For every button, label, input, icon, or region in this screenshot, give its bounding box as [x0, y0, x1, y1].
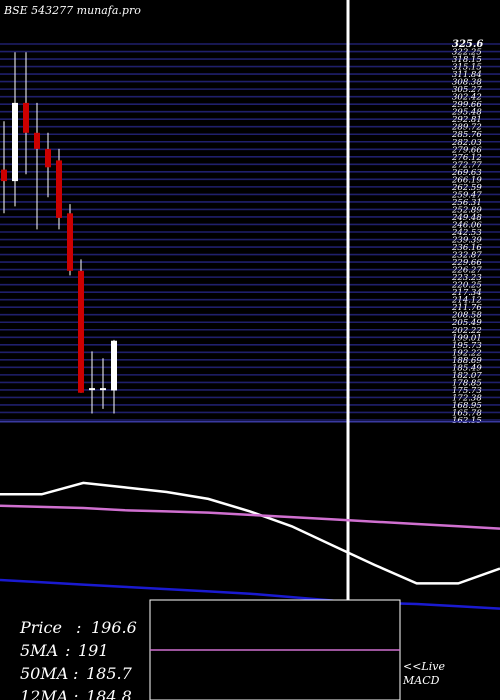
price-bottom-border — [0, 421, 500, 423]
y-tick-label: 172.38 — [452, 393, 482, 403]
y-tick-label: 259.47 — [451, 190, 482, 200]
candle-body — [34, 132, 40, 149]
y-tick-label: 195.73 — [452, 341, 482, 351]
price-axis-ticks: 325.6322.25318.15315.15311.84308.38305.2… — [451, 39, 483, 426]
candle-body — [89, 388, 95, 391]
ma5-value: 191 — [78, 641, 109, 660]
y-tick-label: 178.85 — [452, 378, 482, 388]
y-tick-label: 322.25 — [452, 48, 482, 58]
y-tick-label: 208.58 — [451, 311, 482, 321]
ma50-value: 185.7 — [86, 664, 133, 683]
y-tick-label: 246.06 — [451, 220, 482, 230]
ma12-value: 184.8 — [86, 687, 132, 700]
y-tick-label: 214.12 — [451, 296, 482, 306]
y-tick-label: 299.66 — [451, 100, 482, 110]
y-tick-label: 256.31 — [451, 198, 482, 208]
y-tick-label: 202.22 — [451, 326, 482, 336]
y-tick-label: 226.27 — [451, 266, 482, 276]
y-tick-label: 302.42 — [452, 93, 482, 103]
y-tick-label: 308.38 — [452, 78, 482, 88]
y-tick-label: 269.63 — [451, 168, 482, 178]
ma12-colon: : — [73, 687, 78, 700]
moving-average-lines — [0, 481, 500, 610]
candle-body — [56, 160, 62, 218]
y-tick-label: 325.6 — [452, 39, 483, 50]
y-tick-label: 282.03 — [451, 138, 482, 148]
ma-line — [0, 578, 500, 610]
vertical-marker-line — [346, 0, 350, 650]
ma5-label: 5MA — [20, 641, 58, 660]
ma5-colon: : — [65, 641, 70, 660]
candle-body — [1, 169, 7, 182]
ma-line — [0, 504, 500, 530]
y-tick-label: 289.72 — [451, 123, 482, 133]
y-tick-label: 199.01 — [452, 333, 482, 343]
y-tick-label: 249.48 — [451, 213, 482, 223]
y-tick-label: 223.23 — [451, 273, 482, 283]
y-tick-label: 188.69 — [452, 356, 482, 366]
ma50-colon: : — [73, 664, 78, 683]
y-tick-label: 236.16 — [451, 243, 482, 253]
info-panel: Price : 196.6 5MA : 191 50MA : 185.7 12M… — [19, 618, 137, 700]
y-tick-label: 311.84 — [452, 70, 482, 80]
y-tick-label: 192.22 — [452, 348, 482, 358]
ma12-label: 12MA — [20, 687, 68, 700]
y-tick-label: 242.53 — [451, 228, 482, 238]
y-tick-label: 279.66 — [451, 145, 482, 155]
y-tick-label: 315.15 — [452, 63, 482, 73]
candle-body — [45, 148, 51, 168]
candle-body — [12, 102, 18, 182]
chart-title: BSE 543277 munafa.pro — [3, 4, 141, 17]
y-tick-label: 272.77 — [451, 160, 482, 170]
y-tick-label: 211.76 — [451, 303, 482, 313]
y-tick-label: 205.49 — [451, 318, 482, 328]
y-tick-label: 220.25 — [451, 281, 482, 291]
y-tick-label: 168.95 — [452, 401, 482, 411]
macd-label: MACD — [402, 674, 440, 687]
macd-live-label: <<Live — [403, 660, 445, 673]
y-tick-label: 295.48 — [451, 108, 482, 118]
y-tick-label: 185.49 — [452, 363, 482, 373]
y-tick-label: 252.89 — [451, 205, 482, 215]
candlestick-series — [1, 52, 117, 414]
ma-line — [0, 481, 500, 585]
y-tick-label: 262.59 — [451, 183, 482, 193]
ma50-label: 50MA — [20, 664, 68, 683]
y-tick-label: 305.27 — [452, 85, 482, 95]
candle-body — [111, 340, 117, 391]
y-tick-label: 318.15 — [452, 55, 482, 65]
y-tick-label: 276.12 — [451, 153, 482, 163]
y-tick-label: 175.73 — [452, 386, 482, 396]
candle-body — [100, 388, 106, 391]
price-label: Price — [19, 618, 62, 637]
y-tick-label: 217.34 — [451, 288, 482, 298]
candle-body — [78, 270, 84, 393]
price-grid — [0, 43, 500, 421]
price-colon: : — [76, 618, 81, 637]
y-tick-label: 285.76 — [451, 130, 482, 140]
y-tick-label: 266.19 — [451, 175, 482, 185]
y-tick-label: 232.87 — [451, 251, 482, 261]
candle-body — [23, 102, 29, 133]
candle-body — [67, 213, 73, 271]
y-tick-label: 229.66 — [451, 258, 482, 268]
y-tick-label: 239.39 — [451, 236, 482, 246]
y-tick-label: 165.78 — [452, 408, 482, 418]
y-tick-label: 292.81 — [451, 115, 482, 125]
price-value: 196.6 — [91, 618, 137, 637]
y-tick-label: 182.07 — [452, 371, 482, 381]
